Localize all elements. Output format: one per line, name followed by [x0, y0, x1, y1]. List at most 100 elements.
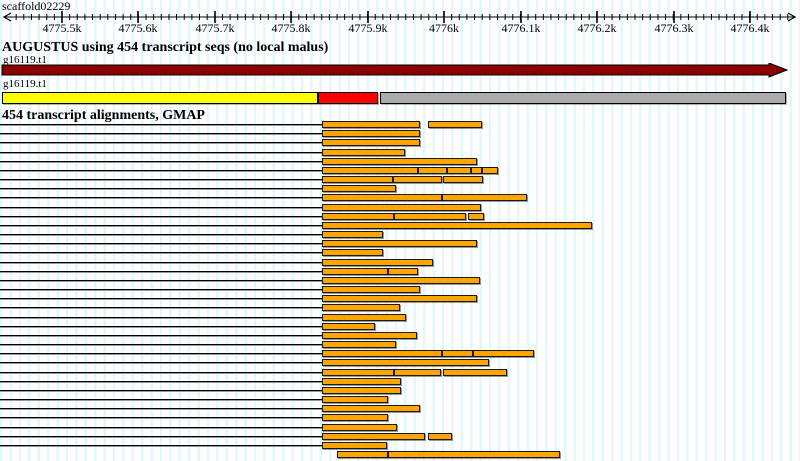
alignment-exon-box[interactable] — [442, 194, 527, 202]
coordinate-ruler — [2, 11, 797, 23]
alignment-exon-box[interactable] — [482, 166, 498, 174]
alignment-exon-box[interactable] — [322, 176, 393, 184]
alignment-exon-box[interactable] — [322, 377, 401, 385]
alignment-connector-line — [0, 188, 322, 190]
alignment-exon-box[interactable] — [322, 350, 442, 358]
alignment-connector-line — [0, 206, 322, 208]
alignment-exon-box[interactable] — [322, 194, 442, 202]
alignment-exon-box[interactable] — [322, 157, 477, 165]
transcript-feature-label: g16119.t1 — [3, 78, 47, 90]
alignment-exon-box[interactable] — [322, 414, 388, 422]
ruler-tick-label: 4776.4k — [730, 21, 770, 35]
alignment-exon-box[interactable] — [322, 359, 489, 367]
alignment-connector-line — [0, 380, 322, 382]
alignment-exon-box[interactable] — [322, 322, 375, 330]
alignment-exon-box[interactable] — [322, 331, 417, 339]
alignment-connector-line — [0, 261, 322, 263]
alignment-connector-line — [0, 142, 322, 144]
alignment-connector-line — [0, 124, 322, 125]
alignment-connector-line — [0, 197, 322, 199]
alignment-connector-line — [0, 399, 322, 401]
alignment-exon-box[interactable] — [322, 386, 401, 394]
ruler-tick-label: 4776.3k — [654, 21, 694, 35]
segment-red[interactable] — [318, 92, 378, 104]
alignment-exon-box[interactable] — [322, 203, 481, 211]
alignment-exon-box[interactable] — [447, 166, 471, 174]
alignment-exon-box[interactable] — [322, 276, 480, 284]
track-title-gmap: 454 transcript alignments, GMAP — [2, 108, 205, 123]
alignment-exon-box[interactable] — [471, 166, 482, 174]
alignment-exon-box[interactable] — [394, 212, 466, 220]
alignment-connector-line — [0, 444, 322, 446]
alignment-exon-box[interactable] — [428, 432, 452, 440]
ruler-tick-label: 4776.1k — [501, 21, 541, 35]
alignment-connector-line — [0, 344, 322, 346]
alignment-exon-box[interactable] — [322, 313, 406, 321]
alignment-exon-box[interactable] — [393, 176, 442, 184]
alignment-exon-box[interactable] — [322, 185, 396, 193]
alignment-connector-line — [0, 307, 322, 309]
alignment-exon-box[interactable] — [322, 423, 397, 431]
track-title-augustus: AUGUSTUS using 454 transcript seqs (no l… — [2, 40, 329, 55]
alignment-connector-line — [0, 435, 322, 437]
alignment-connector-line — [0, 371, 322, 373]
gene-arrow-glyph — [1, 63, 789, 78]
gene-model-arrow[interactable] — [0, 63, 800, 79]
alignment-exon-box[interactable] — [322, 148, 405, 156]
alignment-exon-box[interactable] — [337, 451, 388, 459]
alignment-exon-box[interactable] — [322, 441, 387, 449]
alignment-exon-box[interactable] — [322, 130, 420, 138]
alignment-exon-box[interactable] — [443, 368, 507, 376]
alignment-exon-box[interactable] — [388, 451, 560, 459]
alignment-connector-line — [0, 169, 322, 171]
alignment-exon-box[interactable] — [322, 304, 400, 312]
alignment-exon-box[interactable] — [322, 121, 420, 128]
alignment-connector-line — [0, 289, 322, 291]
alignment-exon-box[interactable] — [442, 350, 473, 358]
alignment-connector-line — [0, 362, 322, 364]
alignment-exon-box[interactable] — [322, 166, 418, 174]
alignment-connector-line — [0, 179, 322, 181]
gene-feature-label: g16119.t1 — [3, 54, 47, 66]
segment-gray[interactable] — [380, 92, 786, 104]
ruler-tick-labels: 4775.5k 4775.6k 4775.7k 4775.8k 4775.9k 4776k… — [0, 22, 800, 36]
alignment-exon-box[interactable] — [322, 368, 394, 376]
alignment-exon-box[interactable] — [322, 295, 477, 303]
segment-yellow[interactable] — [2, 92, 318, 104]
alignment-exon-box[interactable] — [388, 267, 418, 275]
alignment-exon-box[interactable] — [322, 405, 420, 413]
alignment-connector-line — [0, 234, 322, 236]
alignment-exon-box[interactable] — [322, 258, 433, 266]
alignment-connector-line — [0, 325, 322, 327]
alignment-exon-box[interactable] — [322, 212, 394, 220]
alignment-exon-box[interactable] — [322, 240, 477, 248]
alignment-exon-box[interactable] — [322, 231, 383, 239]
ruler-tick-label: 4775.8k — [271, 21, 311, 35]
alignment-exon-box[interactable] — [322, 396, 388, 404]
alignment-connector-line — [0, 215, 322, 217]
alignment-exon-box[interactable] — [322, 341, 396, 349]
alignment-exon-box[interactable] — [322, 139, 420, 147]
alignment-exon-box[interactable] — [322, 267, 388, 275]
ruler-tick-label: 4776k — [429, 21, 459, 35]
alignment-exon-box[interactable] — [428, 121, 482, 128]
alignment-exon-box[interactable] — [443, 176, 483, 184]
alignment-connector-line — [0, 160, 322, 162]
alignment-connector-line — [0, 243, 322, 245]
alignment-exon-box[interactable] — [394, 368, 441, 376]
ruler-tick-label: 4775.6k — [118, 21, 158, 35]
alignment-exon-box[interactable] — [418, 166, 447, 174]
alignment-exon-box[interactable] — [468, 212, 484, 220]
alignment-exon-box[interactable] — [322, 432, 425, 440]
alignment-connector-line — [0, 426, 322, 428]
alignment-connector-line — [0, 133, 322, 135]
alignment-exon-box[interactable] — [322, 286, 420, 294]
alignment-exon-box[interactable] — [322, 249, 383, 257]
transcript-structure-bar — [0, 92, 800, 104]
alignment-connector-line — [0, 417, 322, 419]
alignment-connector-line — [0, 279, 322, 281]
alignment-connector-line — [0, 353, 322, 355]
alignment-exon-box[interactable] — [473, 350, 534, 358]
alignment-exon-box[interactable] — [322, 221, 592, 229]
